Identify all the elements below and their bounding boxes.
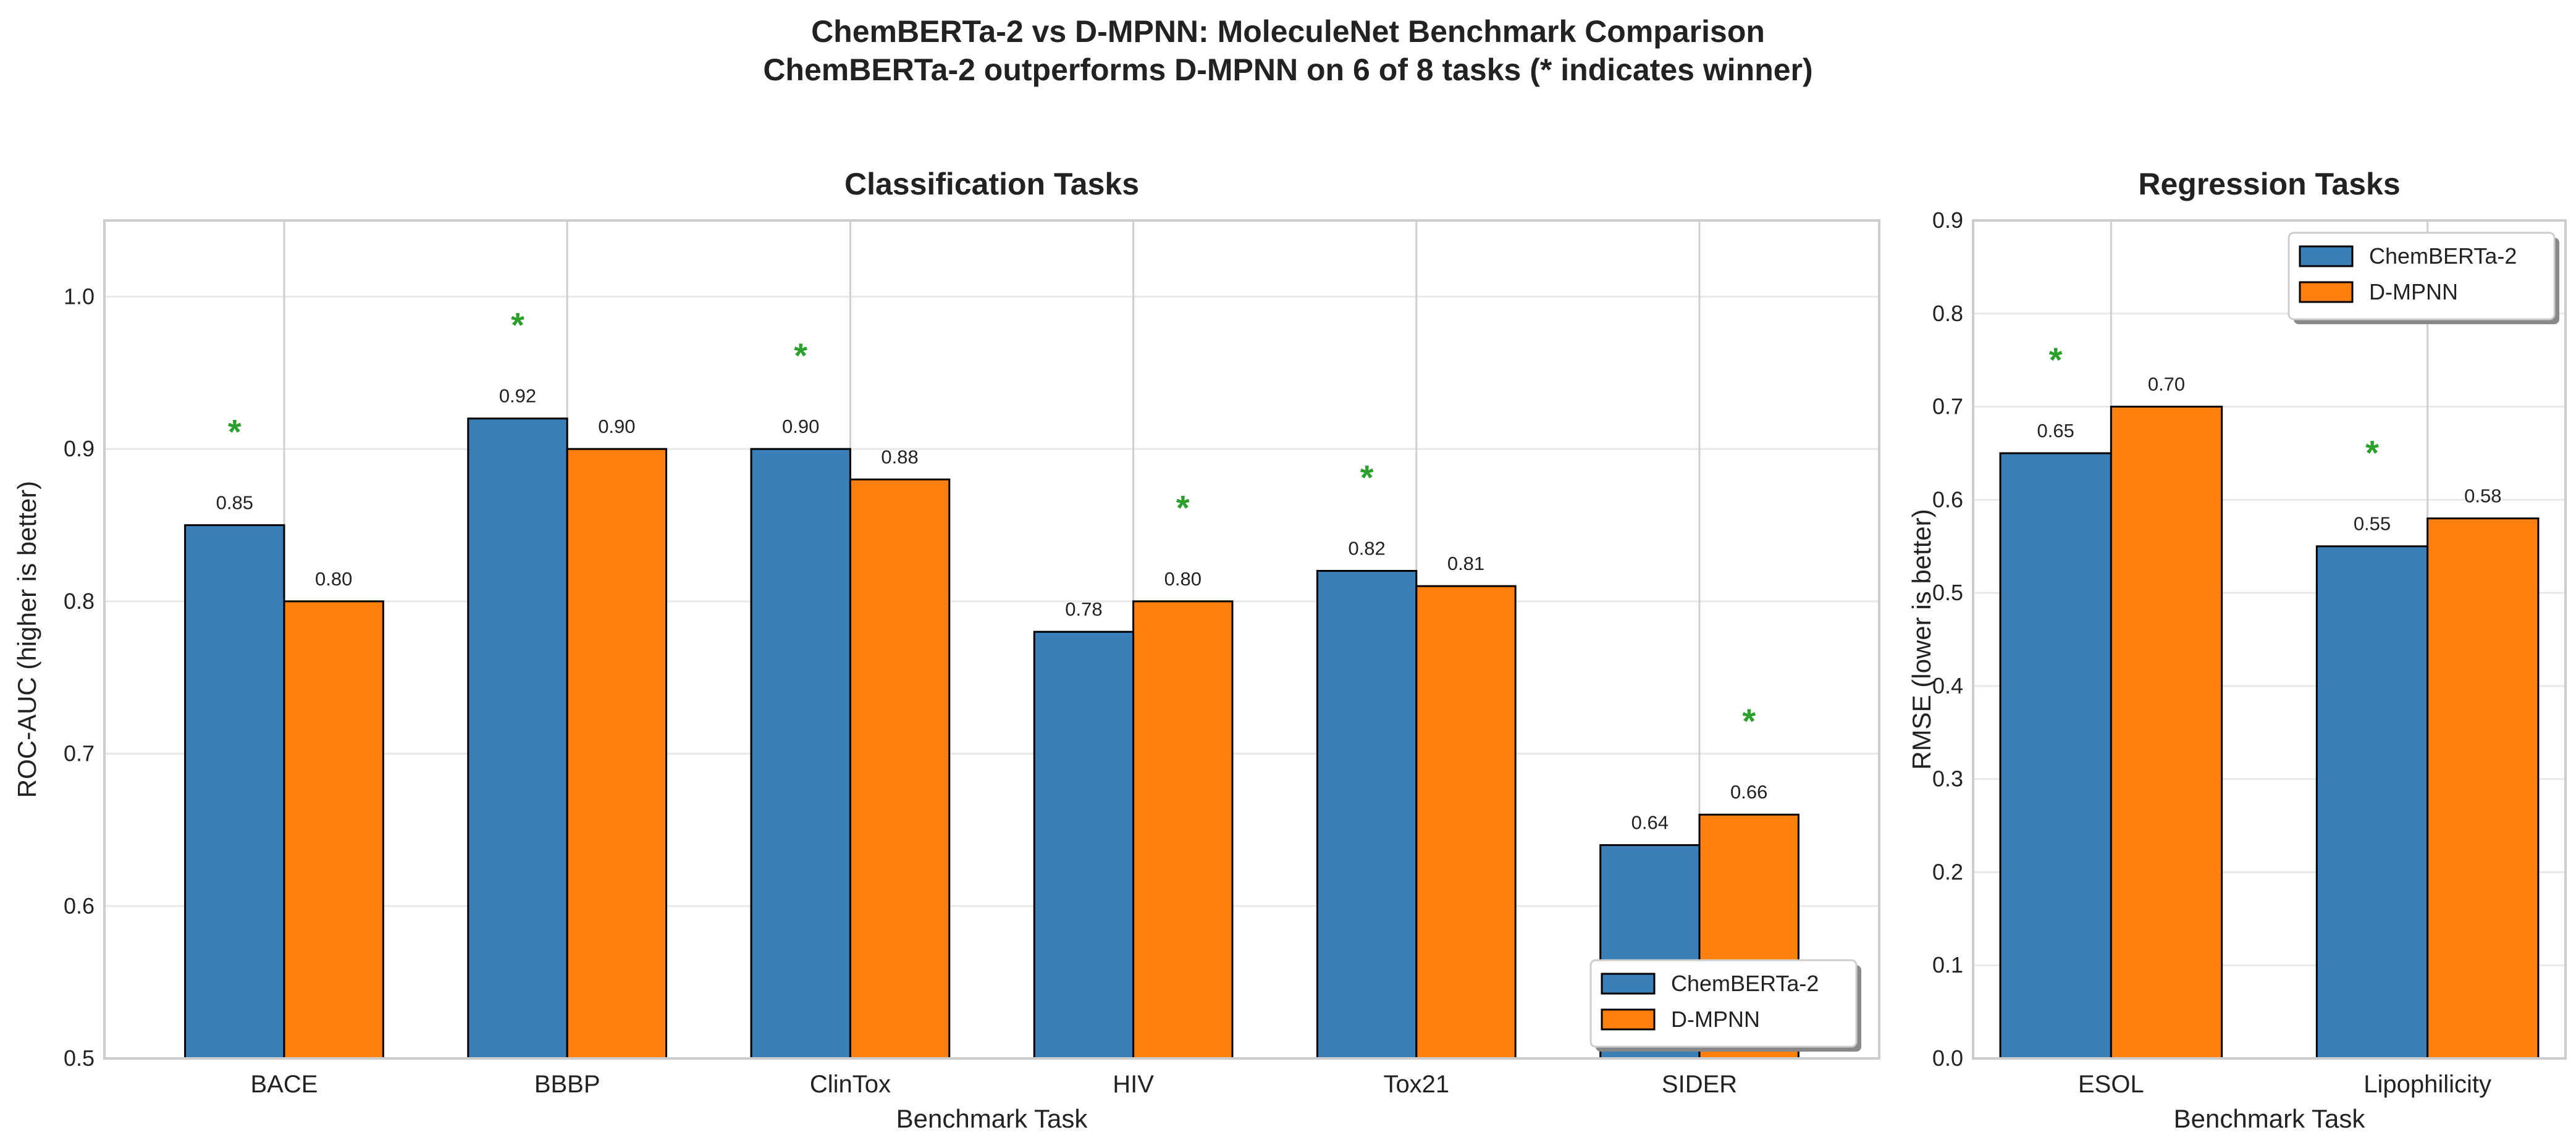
data-label: 0.64	[1631, 812, 1669, 834]
x-axis-label: Benchmark Task	[2174, 1104, 2366, 1133]
winner-star-marker: *	[1176, 488, 1190, 527]
y-tick-label: 0.5	[1932, 580, 1963, 605]
y-tick-label: 0.2	[1932, 859, 1963, 884]
y-tick-label: 0.1	[1932, 952, 1963, 978]
data-label: 0.92	[499, 385, 536, 407]
bar-chemberta-2-bace	[184, 524, 285, 1060]
legend-label: D-MPNN	[1671, 1007, 1760, 1032]
y-tick-label: 0.3	[1932, 766, 1963, 792]
legend-label: ChemBERTa-2	[1671, 971, 1819, 996]
figure-subtitle: ChemBERTa-2 outperforms D-MPNN on 6 of 8…	[763, 52, 1812, 87]
data-label: 0.82	[1348, 537, 1385, 559]
legend-label: ChemBERTa-2	[2369, 243, 2517, 269]
data-label: 0.78	[1065, 598, 1102, 620]
data-label: 0.55	[2354, 513, 2391, 535]
y-tick-label: 0.9	[64, 436, 95, 461]
y-tick-label: 0.5	[64, 1045, 95, 1071]
y-tick-label: 0.0	[1932, 1045, 1963, 1071]
bar-chemberta-2-hiv	[1033, 630, 1135, 1060]
data-label: 0.90	[598, 416, 635, 437]
legend-box	[1589, 959, 1858, 1048]
bar-chemberta-2-esol	[1999, 452, 2112, 1060]
winner-star-marker: *	[1360, 458, 1374, 496]
bar-d-mpnn-lipophilicity	[2427, 517, 2540, 1060]
y-tick-label: 0.7	[1932, 394, 1963, 419]
data-label: 0.66	[1730, 781, 1767, 803]
bar-chemberta-2-tox21	[1316, 569, 1418, 1060]
y-axis-label: RMSE (lower is better)	[1907, 509, 1936, 769]
axes-frame	[1972, 219, 2567, 1060]
y-tick-label: 0.8	[64, 588, 95, 614]
bar-d-mpnn-bace	[283, 600, 384, 1060]
x-tick-label: ClinTox	[810, 1071, 891, 1098]
data-label: 0.90	[782, 416, 819, 437]
winner-star-marker: *	[228, 412, 242, 451]
winner-star-marker: *	[1742, 701, 1756, 740]
panel-title: Regression Tasks	[2138, 167, 2400, 201]
y-tick-label: 0.6	[1932, 487, 1963, 512]
y-tick-label: 0.6	[64, 893, 95, 918]
data-label: 0.65	[2037, 420, 2074, 442]
data-label: 0.80	[1164, 568, 1202, 590]
x-tick-label: BACE	[250, 1071, 318, 1098]
bar-chemberta-2-bbbp	[467, 417, 568, 1060]
bar-d-mpnn-esol	[2110, 406, 2223, 1060]
figure-title: ChemBERTa-2 vs D-MPNN: MoleculeNet Bench…	[811, 14, 1765, 49]
winner-star-marker: *	[794, 336, 807, 375]
classification-panel: 0.5 0.6 0.7 0.8 0.9 1.0 BACE BBBP ClinTox HIV Tox2…	[12, 167, 1880, 1133]
bar-d-mpnn-hiv	[1132, 600, 1234, 1060]
winner-star-marker: *	[511, 306, 524, 345]
y-tick-label: 0.8	[1932, 301, 1963, 326]
bar-d-mpnn-bbbp	[566, 448, 668, 1060]
x-axis-label: Benchmark Task	[896, 1104, 1088, 1133]
winner-star-marker: *	[2365, 433, 2379, 472]
x-tick-label: BBBP	[534, 1071, 600, 1098]
x-tick-label: SIDER	[1662, 1071, 1737, 1098]
legend-swatch-d-mpnn	[1601, 1008, 1656, 1031]
x-tick-label: Tox21	[1383, 1071, 1449, 1098]
data-label: 0.70	[2148, 374, 2185, 395]
panel-title: Classification Tasks	[844, 167, 1139, 201]
bar-d-mpnn-clintox	[849, 478, 951, 1060]
bar-chemberta-2-lipophilicity	[2315, 545, 2429, 1060]
x-tick-label: HIV	[1113, 1071, 1154, 1098]
legend-box	[2288, 232, 2556, 320]
data-label: 0.81	[1447, 553, 1484, 574]
y-tick-label: 0.7	[64, 741, 95, 766]
legend: ChemBERTa-2 D-MPNN	[1589, 959, 1861, 1052]
x-tick-label: Lipophilicity	[2363, 1071, 2491, 1098]
y-tick-label: 1.0	[64, 283, 95, 309]
regression-panel: 0.0 0.1 0.2 0.3 0.4 0.5 0.6 0.7 0.8 0.9 ESOL Lipoph…	[1907, 167, 2567, 1133]
legend-swatch-chemberta-2	[1601, 973, 1656, 995]
data-label: 0.88	[881, 446, 918, 467]
winner-star-marker: *	[2049, 340, 2063, 379]
axes-frame	[103, 219, 1880, 1060]
bar-chemberta-2-clintox	[750, 448, 851, 1060]
legend: ChemBERTa-2 D-MPNN	[2288, 232, 2559, 324]
y-tick-label: 0.9	[1932, 207, 1963, 233]
data-label: 0.85	[216, 492, 253, 513]
y-axis-label: ROC-AUC (higher is better)	[12, 481, 41, 798]
legend-swatch-d-mpnn	[2299, 281, 2354, 303]
x-tick-label: ESOL	[2078, 1071, 2144, 1098]
legend-swatch-chemberta-2	[2299, 245, 2354, 267]
data-label: 0.58	[2464, 485, 2501, 506]
data-label: 0.80	[315, 568, 352, 590]
bar-d-mpnn-tox21	[1415, 585, 1517, 1060]
legend-label: D-MPNN	[2369, 279, 2458, 304]
y-tick-label: 0.4	[1932, 673, 1963, 698]
